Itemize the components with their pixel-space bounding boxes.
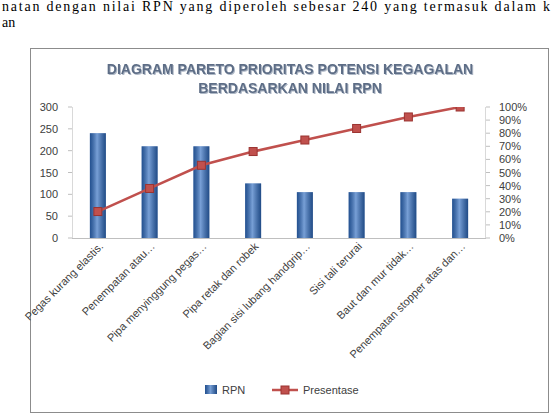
- legend-label: RPN: [222, 384, 245, 396]
- title: DIAGRAM PARETO PRIORITAS POTENSI KEGAGAL…: [107, 61, 473, 96]
- y-tick: [68, 107, 72, 108]
- bar: [245, 183, 261, 238]
- annotation: natan dengan nilai RPN yang diperoleh se…: [2, 0, 550, 14]
- y2-tick-label: 30%: [499, 193, 521, 205]
- y2-tick: [486, 224, 490, 225]
- marker: [146, 184, 154, 192]
- y2-tick: [486, 159, 490, 160]
- y-tick: [68, 194, 72, 195]
- bar: [452, 199, 468, 238]
- x-tick-label: Penempatan stopper atas dan…: [347, 240, 467, 360]
- marker: [353, 124, 361, 132]
- marker: [456, 107, 464, 111]
- bar: [90, 133, 106, 238]
- y2-tick: [486, 172, 490, 173]
- y2-tick: [486, 146, 490, 147]
- annotation: an: [2, 15, 15, 30]
- y2-tick-label: 40%: [499, 180, 521, 192]
- marker: [249, 148, 257, 156]
- chart-frame: [31, 49, 549, 413]
- legend-label: Presentase: [303, 384, 359, 396]
- y2-axis: [485, 107, 486, 238]
- bar-shine: [452, 199, 468, 238]
- x-tick-label: Pipa menyinggung pegas…: [105, 240, 209, 344]
- legend-marker: [281, 386, 289, 394]
- bar-shine: [349, 192, 365, 238]
- y2-tick-label: 10%: [499, 219, 521, 231]
- legend-swatch-shine: [205, 385, 217, 394]
- y-tick-label: 0: [52, 232, 58, 244]
- bar: [193, 146, 209, 238]
- y2-tick-label: 80%: [499, 127, 521, 139]
- y2-tick: [486, 238, 490, 239]
- y-tick: [68, 150, 72, 151]
- x-axis: [72, 238, 486, 239]
- bar-shine: [90, 133, 106, 238]
- marker: [404, 113, 412, 121]
- plot-area: [90, 107, 468, 238]
- y2-tick-label: 20%: [499, 206, 521, 218]
- title-line: BERDASARKAN NILAI RPN: [198, 80, 382, 96]
- marker: [301, 136, 309, 144]
- marker: [94, 208, 102, 216]
- y2-tick-label: 50%: [499, 167, 521, 179]
- bar: [297, 192, 313, 238]
- y-tick-label: 100: [40, 188, 58, 200]
- x-tick-label: Bagian sisi lubang handgrip…: [200, 240, 312, 352]
- y2-tick: [486, 198, 490, 199]
- y-tick-label: 150: [40, 167, 58, 179]
- y2-tick: [486, 211, 490, 212]
- bar: [349, 192, 365, 238]
- title-line: DIAGRAM PARETO PRIORITAS POTENSI KEGAGAL…: [107, 61, 473, 77]
- y-tick: [68, 172, 72, 173]
- y2-tick-label: 60%: [499, 153, 521, 165]
- y2-tick: [486, 120, 490, 121]
- bar: [400, 192, 416, 238]
- chart: natan dengan nilai RPN yang diperoleh se…: [0, 0, 555, 418]
- y2-tick-label: 0%: [499, 232, 515, 244]
- y2-tick: [486, 133, 490, 134]
- y2-tick-label: 70%: [499, 140, 521, 152]
- x-tick-label: Sisi tali terurai: [307, 240, 364, 297]
- y2-tick: [486, 185, 490, 186]
- legend-swatch: [205, 385, 217, 394]
- y-tick: [68, 128, 72, 129]
- y2-tick-label: 90%: [499, 114, 521, 126]
- y-axis: [72, 107, 73, 238]
- y-tick: [68, 216, 72, 217]
- bar-shine: [297, 192, 313, 238]
- y-tick-label: 50: [46, 210, 58, 222]
- y-tick-label: 300: [40, 101, 58, 113]
- bar-shine: [193, 146, 209, 238]
- bar-shine: [245, 183, 261, 238]
- bar-shine: [400, 192, 416, 238]
- line: [98, 107, 460, 212]
- y2-tick: [486, 107, 490, 108]
- y-tick-label: 250: [40, 123, 58, 135]
- y2-tick-label: 100%: [499, 101, 527, 113]
- marker: [197, 161, 205, 169]
- y-tick-label: 200: [40, 145, 58, 157]
- y-tick: [68, 238, 72, 239]
